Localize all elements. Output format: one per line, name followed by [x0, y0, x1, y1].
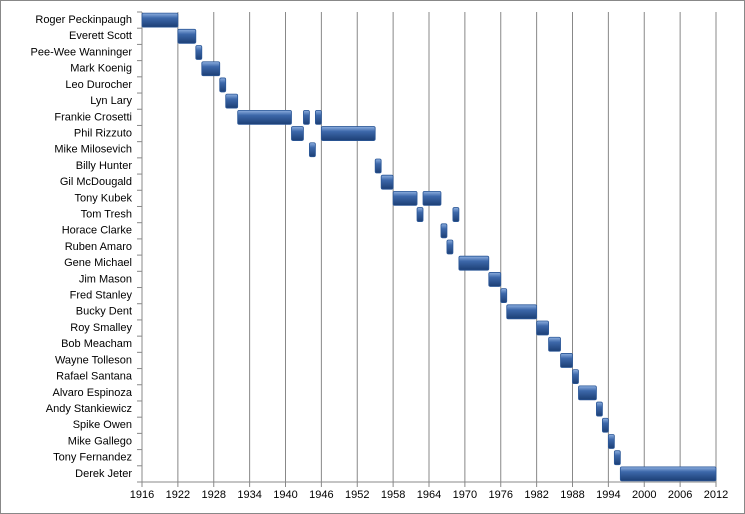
x-tick-label: 2006 — [668, 489, 692, 501]
y-tick-label: Frankie Crosetti — [54, 111, 132, 123]
bar — [314, 109, 322, 125]
x-tick-label: 1952 — [345, 489, 369, 501]
y-tick-label: Roger Peckinpaugh — [35, 14, 132, 26]
x-tick-label: 1940 — [273, 489, 297, 501]
y-tick-label: Mark Koenig — [70, 63, 132, 75]
bar — [237, 109, 292, 125]
x-tick-label: 1916 — [130, 489, 154, 501]
x-tick-label: 1988 — [560, 489, 584, 501]
bar — [560, 353, 573, 368]
bar — [291, 126, 304, 141]
y-tick-label: Spike Owen — [73, 419, 132, 431]
bar — [416, 207, 424, 222]
bar — [596, 401, 603, 417]
y-tick-label: Bob Meacham — [61, 338, 132, 350]
bar — [446, 239, 454, 255]
y-tick-label: Rafael Santana — [56, 371, 133, 383]
y-tick-label: Gene Michael — [64, 257, 132, 269]
y-tick-label: Bucky Dent — [76, 306, 132, 318]
bar — [141, 12, 179, 28]
y-tick-label: Jim Mason — [79, 273, 132, 285]
y-tick-label: Horace Clarke — [62, 225, 132, 237]
bar — [320, 126, 376, 141]
y-tick-label: Derek Jeter — [75, 468, 132, 480]
y-tick-label: Alvaro Espinoza — [53, 387, 133, 399]
bar — [572, 369, 579, 385]
bar — [201, 61, 221, 77]
y-tick-label: Gil McDougald — [60, 176, 132, 188]
bar — [458, 255, 490, 271]
x-tick-label: 1964 — [417, 489, 441, 501]
bar — [380, 174, 394, 190]
x-tick-label: 2000 — [632, 489, 656, 501]
bar — [440, 223, 448, 239]
y-tick-label: Andy Stankiewicz — [46, 403, 132, 415]
bar — [536, 320, 549, 336]
bar — [548, 336, 561, 352]
y-tick-label: Roy Smalley — [70, 322, 132, 334]
y-tick-label: Everett Scott — [69, 30, 132, 42]
bar — [578, 385, 597, 401]
bar — [607, 434, 615, 449]
x-tick-label: 2012 — [704, 489, 728, 501]
y-tick-label: Billy Hunter — [76, 160, 133, 172]
y-tick-label: Lyn Lary — [90, 95, 132, 107]
y-tick-label: Mike Milosevich — [54, 144, 132, 156]
y-tick-label: Leo Durocher — [65, 79, 132, 91]
bar — [601, 417, 609, 433]
x-tick-label: 1976 — [489, 489, 513, 501]
bar — [219, 77, 227, 93]
y-tick-label: Fred Stanley — [70, 290, 133, 302]
x-tick-label: 1994 — [596, 489, 620, 501]
bar — [488, 272, 502, 287]
y-tick-label: Tony Fernandez — [53, 452, 132, 464]
x-tick-label: 1970 — [453, 489, 477, 501]
bar — [177, 28, 197, 44]
bar — [309, 142, 316, 158]
bar — [422, 190, 442, 206]
bar — [500, 288, 508, 304]
bar — [452, 207, 460, 222]
y-tick-label: Pee-Wee Wanninger — [31, 46, 133, 58]
bar — [303, 109, 310, 125]
bar — [613, 450, 621, 466]
x-tick-label: 1982 — [524, 489, 548, 501]
y-tick-label: Mike Gallego — [68, 435, 132, 447]
bar — [195, 45, 203, 60]
y-tick-label: Phil Rizzuto — [74, 127, 132, 139]
bar — [619, 466, 717, 482]
x-tick-label: 1922 — [166, 489, 190, 501]
y-tick-label: Wayne Tolleson — [55, 354, 132, 366]
bar — [506, 304, 538, 320]
y-tick-label: Tony Kubek — [75, 192, 133, 204]
bar — [392, 190, 418, 206]
bar — [225, 93, 239, 109]
y-tick-label: Ruben Amaro — [65, 241, 132, 253]
y-tick-label: Tom Tresh — [81, 208, 132, 220]
x-tick-label: 1958 — [381, 489, 405, 501]
x-tick-label: 1934 — [237, 489, 261, 501]
x-tick-label: 1928 — [202, 489, 226, 501]
x-tick-label: 1946 — [309, 489, 333, 501]
bar — [374, 158, 382, 174]
